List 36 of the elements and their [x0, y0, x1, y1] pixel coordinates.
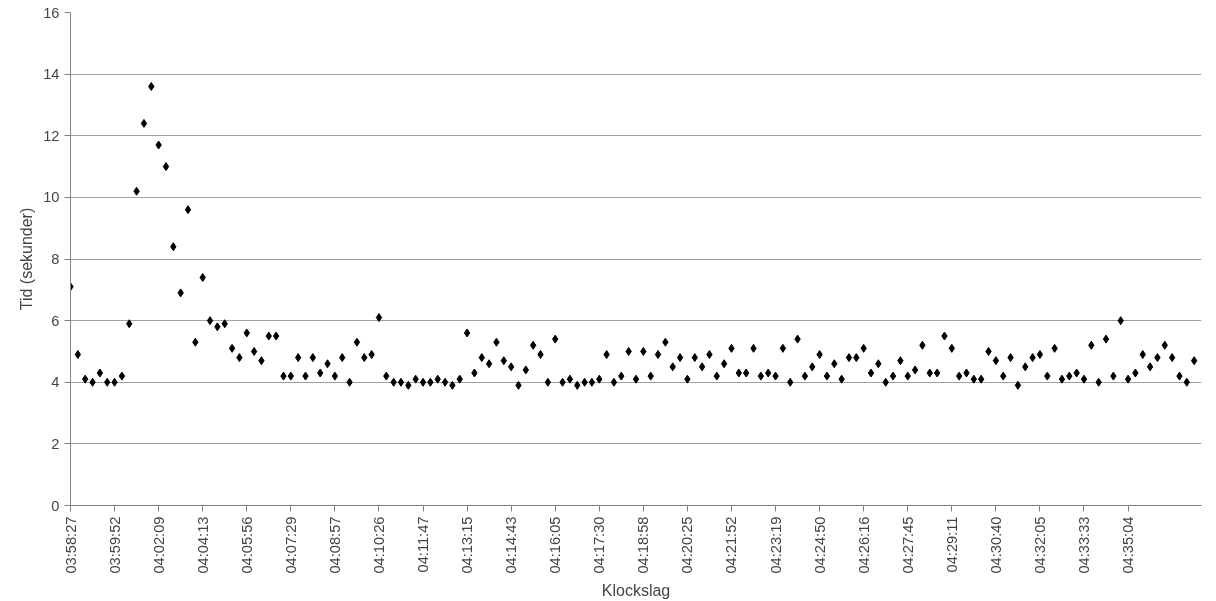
x-tick-label: 04:26:16: [855, 516, 872, 574]
x-tick-label: 04:30:40: [987, 516, 1004, 574]
x-tick-label: 04:27:45: [899, 516, 916, 574]
x-tick-label: 04:16:05: [547, 516, 564, 574]
x-tick-label: 04:08:57: [326, 516, 343, 574]
x-tick-label: 04:29:11: [943, 516, 960, 573]
x-tick-label: 04:07:29: [282, 516, 299, 574]
x-tick-label: 04:24:50: [811, 516, 828, 574]
y-tick-label: 14: [43, 66, 60, 83]
x-tick-label: 04:23:19: [767, 516, 784, 574]
y-tick-label: 6: [51, 312, 60, 329]
x-tick-label: 04:33:33: [1075, 516, 1092, 574]
x-tick-label: 04:21:52: [723, 516, 740, 574]
y-axis-title: Tid (sekunder): [18, 207, 36, 311]
x-tick-label: 04:35:04: [1120, 516, 1137, 574]
x-tick-label: 04:17:30: [591, 516, 608, 574]
x-tick-label: 04:04:13: [194, 516, 211, 574]
x-tick-label: 04:14:43: [503, 516, 520, 574]
x-axis-title: Klockslag: [601, 581, 671, 599]
y-tick-label: 4: [51, 374, 60, 391]
x-tick-label: 04:05:56: [238, 516, 255, 574]
x-tick-label: 04:10:26: [370, 516, 387, 574]
x-tick-label: 04:02:09: [150, 516, 167, 574]
y-tick-label: 16: [43, 4, 60, 21]
y-tick-label: 10: [43, 189, 60, 206]
y-tick-label: 2: [51, 435, 60, 452]
x-tick-label: 04:32:05: [1031, 516, 1048, 574]
x-tick-label: 04:18:58: [635, 516, 652, 574]
y-tick-label: 12: [43, 127, 60, 144]
x-tick-label: 04:11:47: [415, 516, 432, 573]
x-tick-label: 03:58:27: [62, 516, 79, 574]
x-tick-label: 04:20:25: [679, 516, 696, 574]
y-tick-label: 0: [51, 497, 60, 514]
y-tick-label: 8: [51, 251, 60, 267]
x-tick-label: 03:59:52: [106, 516, 123, 574]
x-tick-label: 04:13:15: [459, 516, 476, 574]
